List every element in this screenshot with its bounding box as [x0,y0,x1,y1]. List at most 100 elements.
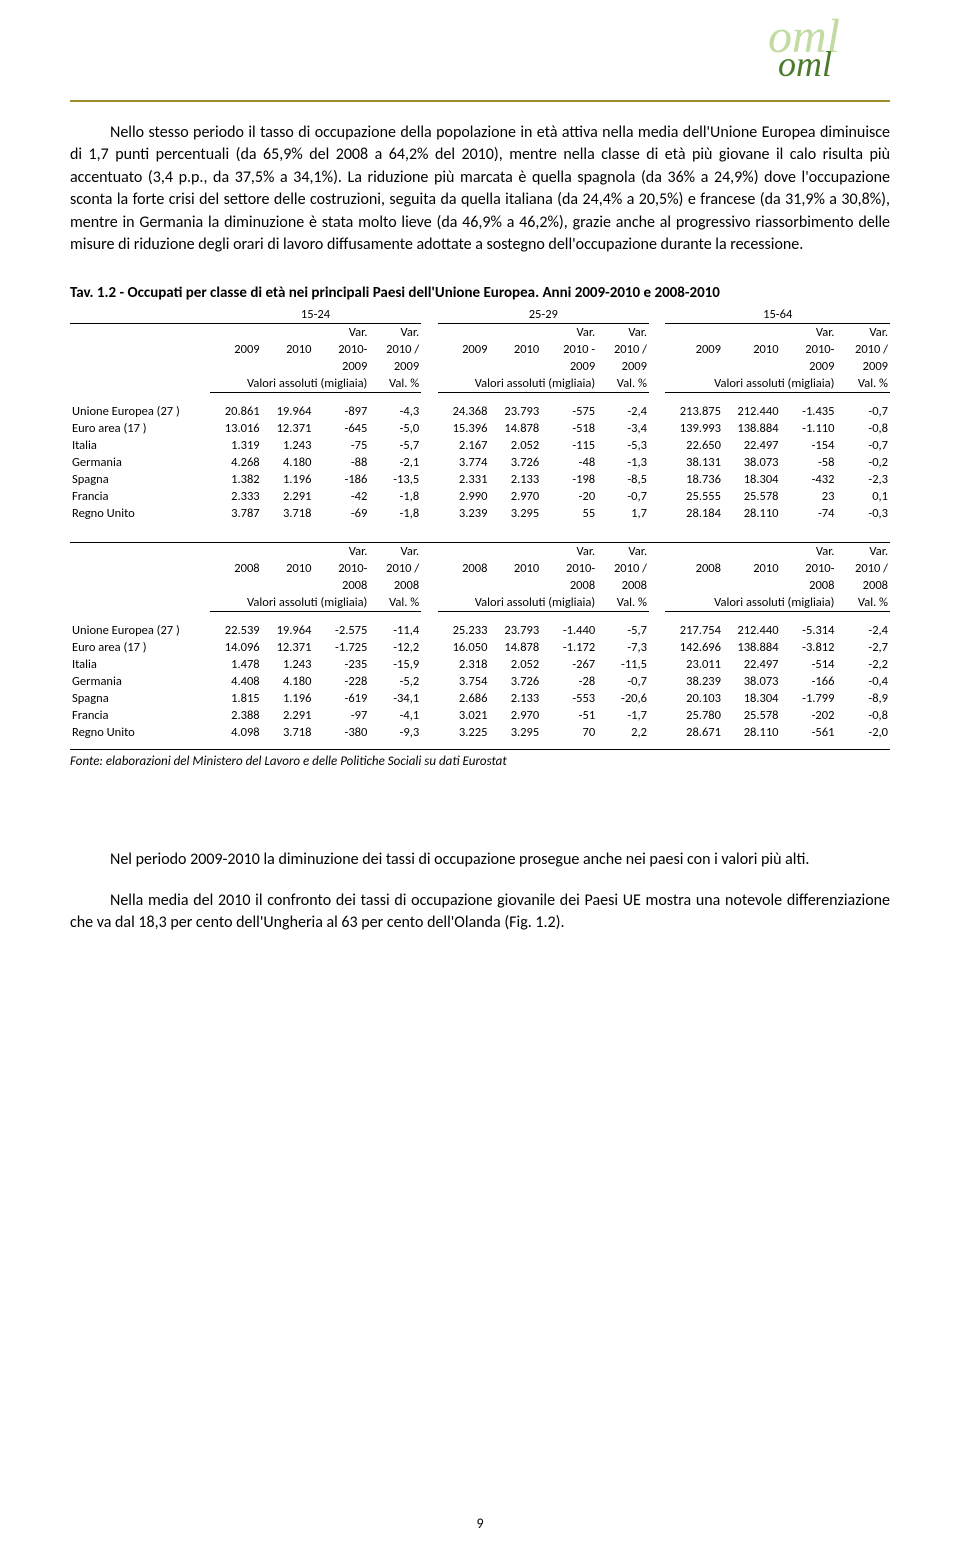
cell: 70 [541,724,597,741]
cell: -0,4 [836,673,890,690]
cell: -28 [541,673,597,690]
cell: 19.964 [262,622,314,639]
cell: -561 [781,724,837,741]
cell: -4,1 [369,707,421,724]
cell: -5,0 [369,420,421,437]
table-row: Germania4.2684.180-88-2,13.7743.726-48-1… [70,454,890,471]
data-table: 15-24 25-29 15-64 Var.Var. Var.Var. Var.… [70,306,890,750]
cell: -228 [313,673,369,690]
cell: -1.440 [541,622,597,639]
cell: 3.225 [438,724,490,741]
cell: 1.478 [210,656,262,673]
cell: -1.435 [781,403,837,420]
cell: 28.671 [665,724,723,741]
cell: -0,8 [836,420,890,437]
cell: -1,7 [597,707,649,724]
cell: -20 [541,488,597,505]
cell: 23.793 [489,403,541,420]
cell: 2.052 [489,437,541,454]
cell: -15,9 [369,656,421,673]
cell: -267 [541,656,597,673]
row-label: Spagna [70,471,210,488]
cell: -8,9 [836,690,890,707]
cell: 2.990 [438,488,490,505]
cell: -48 [541,454,597,471]
cell: 2.970 [489,707,541,724]
row-label: Spagna [70,690,210,707]
cell: -34,1 [369,690,421,707]
cell: 38.073 [723,673,781,690]
cell: -13,5 [369,471,421,488]
cell: -5,7 [597,622,649,639]
cell: 1.243 [262,656,314,673]
cell: -0,7 [836,403,890,420]
cell: 20.103 [665,690,723,707]
cell: 1.319 [210,437,262,454]
cell: -3.812 [781,639,837,656]
col-header-var-b: Var.Var. Var.Var. Var.Var. [70,543,890,561]
cell: 212.440 [723,622,781,639]
cell: 25.780 [665,707,723,724]
cell: 3.754 [438,673,490,690]
cell: -0,3 [836,505,890,522]
cell: -198 [541,471,597,488]
cell: 38.239 [665,673,723,690]
cell: -575 [541,403,597,420]
cell: 2.291 [262,707,314,724]
col-header-ref-b: 20082008 20082008 20082008 [70,577,890,594]
cell: 2.970 [489,488,541,505]
cell: 18.304 [723,471,781,488]
cell: 28.110 [723,724,781,741]
cell: 1.196 [262,690,314,707]
cell: 14.878 [489,420,541,437]
age-group-header: 15-24 25-29 15-64 [70,306,890,324]
table-title: Tav. 1.2 - Occupati per classe di età ne… [70,284,890,302]
col-header-var: Var.Var. Var.Var. Var.Var. [70,324,890,342]
col-header-units-b: Valori assoluti (migliaia)Val. % Valori … [70,594,890,612]
cell: -0,7 [597,488,649,505]
cell: 28.184 [665,505,723,522]
cell: 4.180 [262,454,314,471]
cell: -3,4 [597,420,649,437]
cell: 15.396 [438,420,490,437]
cell: 38.073 [723,454,781,471]
cell: -2,1 [369,454,421,471]
table-row: Unione Europea (27 )20.86119.964-897-4,3… [70,403,890,420]
cell: 38.131 [665,454,723,471]
cell: -2,4 [597,403,649,420]
cell: -2,4 [836,622,890,639]
cell: -8,5 [597,471,649,488]
row-label: Regno Unito [70,505,210,522]
page-number: 9 [0,1515,960,1532]
row-label: Francia [70,488,210,505]
cell: -5,7 [369,437,421,454]
cell: -11,4 [369,622,421,639]
cell: -1.172 [541,639,597,656]
cell: 142.696 [665,639,723,656]
cell: 12.371 [262,420,314,437]
cell: -432 [781,471,837,488]
cell: -42 [313,488,369,505]
body-paragraph-2: Nel periodo 2009-2010 la diminuzione dei… [70,849,890,871]
cell: 217.754 [665,622,723,639]
cell: 2.133 [489,471,541,488]
table-row: Regno Unito3.7873.718-69-1,83.2393.29555… [70,505,890,522]
cell: -5,2 [369,673,421,690]
cell: -12,2 [369,639,421,656]
cell: 12.371 [262,639,314,656]
cell: 212.440 [723,403,781,420]
cell: 1.382 [210,471,262,488]
cell: 2.331 [438,471,490,488]
cell: -51 [541,707,597,724]
row-label: Germania [70,454,210,471]
cell: -235 [313,656,369,673]
cell: 138.884 [723,639,781,656]
cell: 24.368 [438,403,490,420]
cell: 0,1 [836,488,890,505]
cell: 3.239 [438,505,490,522]
col-header-ref-a: 20092009 20092009 20092009 [70,358,890,375]
cell: -380 [313,724,369,741]
body-paragraph-1: Nello stesso periodo il tasso di occupaz… [70,122,890,256]
header-rule [70,100,890,102]
cell: -1,8 [369,505,421,522]
